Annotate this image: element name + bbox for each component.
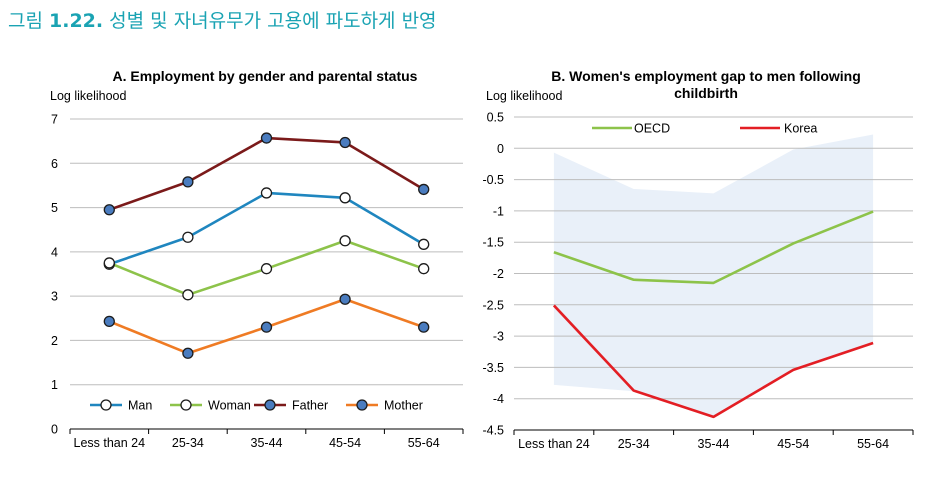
a-point-man: [418, 238, 430, 250]
a-point-woman: [103, 257, 115, 269]
b-xtick-label: 35-44: [698, 437, 730, 451]
b-ytick-label: -2.5: [482, 298, 504, 312]
panel-a-title: A. Employment by gender and parental sta…: [113, 68, 418, 84]
figure-title-text: 성별 및 자녀유무가 고용에 파도하게 반영: [109, 10, 437, 32]
a-point-mother: [418, 321, 430, 333]
a-legend-label-woman: Woman: [208, 399, 251, 413]
a-ytick-label: 5: [51, 201, 58, 215]
b-series-line-oecd: [553, 210, 874, 285]
b-xtick-label: 25-34: [618, 437, 650, 451]
a-point-mother: [339, 293, 351, 305]
b-legend-label-oecd: OECD: [634, 122, 670, 136]
a-ytick-label: 1: [51, 378, 58, 392]
a-point-woman: [418, 263, 430, 275]
a-point-father: [103, 204, 115, 216]
b-ytick-label: 0: [497, 142, 504, 156]
panel-b-title-line-1: B. Women's employment gap to men followi…: [551, 68, 861, 84]
a-point-mother: [260, 321, 273, 333]
b-xtick-label: 55-64: [857, 437, 889, 451]
a-point-mother: [103, 315, 115, 328]
a-point-father: [339, 136, 351, 149]
b-ytick-label: -1.5: [482, 236, 504, 250]
panel-a: A. Employment by gender and parental sta…: [50, 68, 464, 450]
a-point-mother: [182, 347, 194, 359]
b-ytick-label: -4.5: [482, 424, 504, 438]
a-xtick-label: Less than 24: [74, 436, 146, 450]
b-legend-label-korea: Korea: [784, 122, 817, 136]
b-confidence-band: [553, 134, 874, 417]
a-xtick-label: 45-54: [329, 436, 361, 450]
a-ytick-label: 0: [51, 423, 58, 437]
a-series-line-father: [108, 136, 425, 212]
a-point-woman: [182, 289, 194, 301]
b-ytick-label: -4: [493, 392, 504, 406]
b-ytick-label: -0.5: [482, 173, 504, 187]
panel-b-ylabel: Log likelihood: [486, 89, 562, 103]
a-point-father: [418, 183, 430, 196]
panel-b-title-line-2: childbirth: [674, 85, 738, 101]
a-ytick-label: 4: [51, 245, 58, 259]
a-legend-marker-woman: [180, 399, 192, 411]
b-series-line-korea: [552, 304, 874, 419]
a-legend-marker-mother: [356, 399, 368, 411]
figure-title: 그림 1.22. 성별 및 자녀유무가 고용에 파도하게 반영: [8, 6, 437, 33]
a-ytick-label: 7: [51, 113, 58, 127]
b-ytick-label: -2: [493, 267, 504, 281]
a-legend-marker-father: [264, 399, 276, 411]
a-point-man: [339, 192, 351, 204]
panel-a-ylabel: Log likelihood: [50, 89, 126, 103]
b-xtick-label: 45-54: [777, 437, 809, 451]
panel-b: B. Women's employment gap to men followi…: [482, 68, 914, 451]
a-legend-label-mother: Mother: [384, 399, 423, 413]
a-legend-marker-man: [100, 399, 112, 411]
a-point-woman: [260, 263, 273, 275]
a-point-father: [182, 176, 194, 188]
b-ytick-label: 0.5: [487, 111, 504, 125]
a-xtick-label: 25-34: [172, 436, 204, 450]
a-legend-label-man: Man: [128, 399, 152, 413]
a-ytick-label: 6: [51, 157, 58, 171]
a-point-father: [260, 132, 273, 144]
b-ytick-label: -3.5: [482, 361, 504, 375]
a-ytick-label: 2: [51, 334, 58, 348]
a-point-man: [182, 231, 194, 243]
figure-number: 1.22.: [49, 10, 104, 32]
a-point-woman: [339, 235, 351, 247]
b-xtick-label: Less than 24: [518, 437, 590, 451]
a-xtick-label: 35-44: [251, 436, 283, 450]
b-ytick-label: -3: [493, 330, 504, 344]
a-xtick-label: 55-64: [408, 436, 440, 450]
a-series-line-man: [108, 191, 425, 266]
a-point-man: [260, 187, 273, 199]
figure-label: 그림: [8, 10, 43, 32]
a-legend-label-father: Father: [292, 399, 328, 413]
a-ytick-label: 3: [51, 290, 58, 304]
b-ytick-label: -1: [493, 204, 504, 218]
